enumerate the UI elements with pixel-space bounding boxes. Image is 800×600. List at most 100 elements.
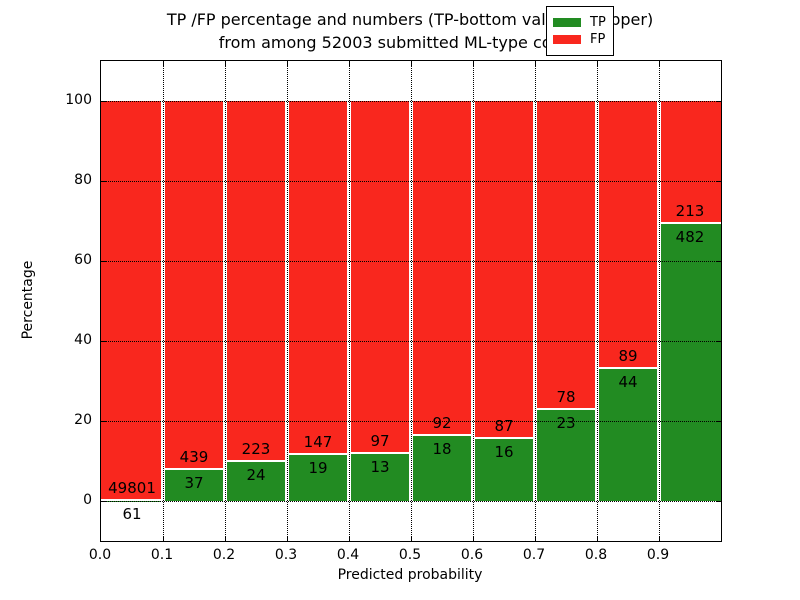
y-tick-right (716, 100, 721, 102)
x-tick-top (286, 61, 288, 66)
tp-count-label: 61 (122, 504, 142, 523)
bar-segment-fp (537, 101, 595, 410)
y-tick-left (101, 420, 106, 422)
x-gridline (162, 61, 164, 541)
fp-count-label: 89 (618, 346, 638, 365)
x-gridline (224, 61, 226, 541)
tp-count-label: 19 (308, 459, 328, 478)
x-tick-bottom (286, 536, 288, 541)
y-tick-label: 60 (74, 252, 92, 268)
y-tick-right (716, 260, 721, 262)
tp-count-label: 44 (618, 372, 638, 391)
bar-segment-tp (165, 469, 223, 501)
x-tick-bottom (348, 536, 350, 541)
fp-swatch-icon (553, 35, 581, 44)
x-tick-label: 0.0 (88, 547, 112, 563)
x-tick-top (534, 61, 536, 66)
x-tick-bottom (534, 536, 536, 541)
bar-segment-tp (413, 435, 471, 501)
x-gridline (596, 61, 598, 541)
bar-segment-fp (475, 101, 533, 439)
fp-count-label: 223 (241, 440, 271, 459)
x-tick-bottom (162, 536, 164, 541)
x-gridline (286, 61, 288, 541)
bar-segment-fp (351, 101, 409, 454)
y-tick-left (101, 260, 106, 262)
bar-segment-fp (101, 101, 161, 501)
y-tick-right (716, 340, 721, 342)
x-gridline (658, 61, 660, 541)
tp-count-label: 24 (246, 466, 266, 485)
bar-segment-fp (599, 101, 657, 369)
y-tick-left (101, 500, 106, 502)
y-tick-left (101, 340, 106, 342)
bar-segment-fp (413, 101, 471, 436)
y-tick-label: 20 (74, 412, 92, 428)
x-tick-label: 0.3 (274, 547, 298, 563)
bar-segment-fp (661, 101, 721, 224)
chart-title-line-1: TP /FP percentage and numbers (TP-bottom… (166, 10, 654, 29)
tp-count-label: 16 (494, 442, 514, 461)
bar-segment-tp (475, 438, 533, 501)
x-axis-label: Predicted probability (337, 567, 483, 583)
x-gridline (534, 61, 536, 541)
chart-title-line-2: from among 52003 submitted ML-type conta… (218, 33, 602, 52)
y-tick-label: 0 (83, 492, 92, 508)
legend-item-fp: FP (553, 31, 607, 48)
chart-title: TP /FP percentage and numbers (TP-bottom… (100, 8, 720, 54)
fp-count-label: 97 (370, 431, 390, 450)
x-tick-top (472, 61, 474, 66)
tp-count-label: 13 (370, 457, 390, 476)
legend-label-fp: FP (590, 32, 606, 47)
bar-segment-fp (165, 101, 223, 470)
legend-label-tp: TP (590, 15, 606, 30)
legend-item-tp: TP (553, 14, 607, 31)
fp-count-label: 439 (179, 447, 209, 466)
x-tick-label: 0.6 (460, 547, 484, 563)
y-axis-label: Percentage (20, 260, 36, 340)
x-gridline (410, 61, 412, 541)
x-tick-label: 0.1 (150, 547, 174, 563)
fp-count-label: 78 (556, 387, 576, 406)
x-tick-top (410, 61, 412, 66)
y-tick-label: 80 (74, 172, 92, 188)
x-tick-top (162, 61, 164, 66)
x-gridline (348, 61, 350, 541)
y-tick-label: 40 (74, 332, 92, 348)
y-tick-label: 100 (65, 92, 92, 108)
tp-count-label: 37 (184, 473, 204, 492)
x-tick-bottom (472, 536, 474, 541)
x-tick-label: 0.8 (584, 547, 608, 563)
x-tick-bottom (224, 536, 226, 541)
x-tick-label: 0.4 (336, 547, 360, 563)
fp-count-label: 213 (675, 201, 705, 220)
plot-area: 49801 61 439 37 223 24 147 19 97 13 92 18 87 16 78 23 89… (100, 60, 722, 542)
x-gridline (472, 61, 474, 541)
y-tick-right (716, 500, 721, 502)
fp-count-label: 87 (494, 416, 514, 435)
bar-segment-tp (289, 455, 347, 501)
x-tick-label: 0.2 (212, 547, 236, 563)
x-tick-bottom (658, 536, 660, 541)
y-tick-left (101, 100, 106, 102)
tp-count-label: 23 (556, 413, 576, 432)
y-tick-right (716, 180, 721, 182)
tp-swatch-icon (553, 18, 581, 27)
bar-segment-fp (289, 101, 347, 456)
legend: TP FP (546, 6, 614, 56)
x-tick-label: 0.7 (522, 547, 546, 563)
x-tick-label: 0.9 (646, 547, 670, 563)
x-tick-top (348, 61, 350, 66)
x-tick-top (224, 61, 226, 66)
y-tick-right (716, 420, 721, 422)
tp-count-label: 18 (432, 439, 452, 458)
bar-segment-tp (661, 223, 721, 501)
x-tick-top (596, 61, 598, 66)
x-tick-label: 0.5 (398, 547, 422, 563)
tp-count-label: 482 (675, 227, 705, 246)
fp-count-label: 92 (432, 413, 452, 432)
fp-count-label: 147 (303, 433, 333, 452)
fp-count-label: 49801 (108, 478, 156, 497)
bar-segment-tp (351, 453, 409, 501)
